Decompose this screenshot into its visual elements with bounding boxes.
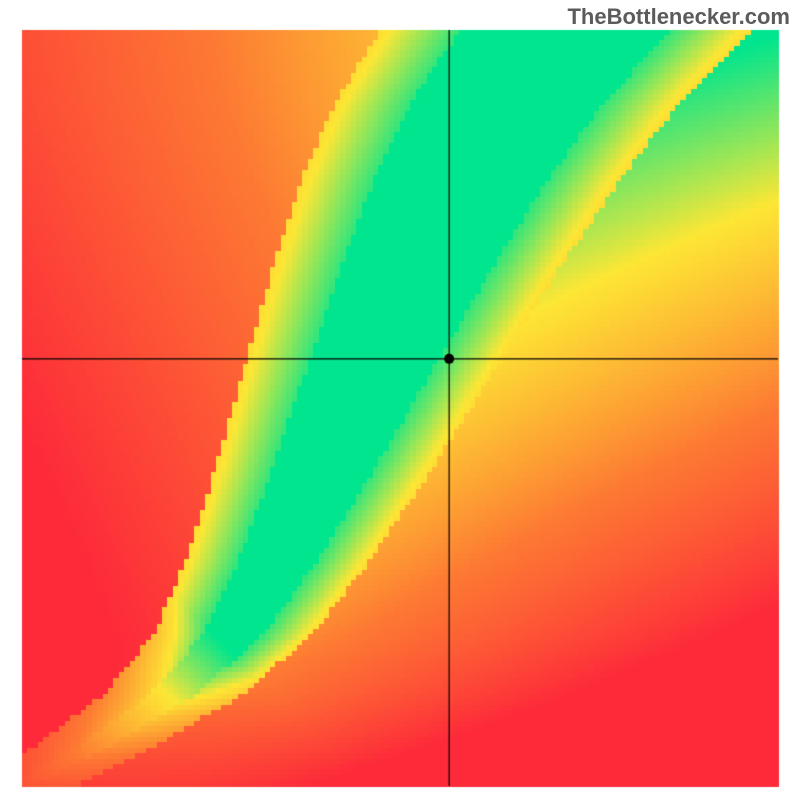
heatmap-canvas <box>0 0 800 800</box>
chart-container: TheBottlenecker.com <box>0 0 800 800</box>
watermark-text: TheBottlenecker.com <box>567 4 790 30</box>
